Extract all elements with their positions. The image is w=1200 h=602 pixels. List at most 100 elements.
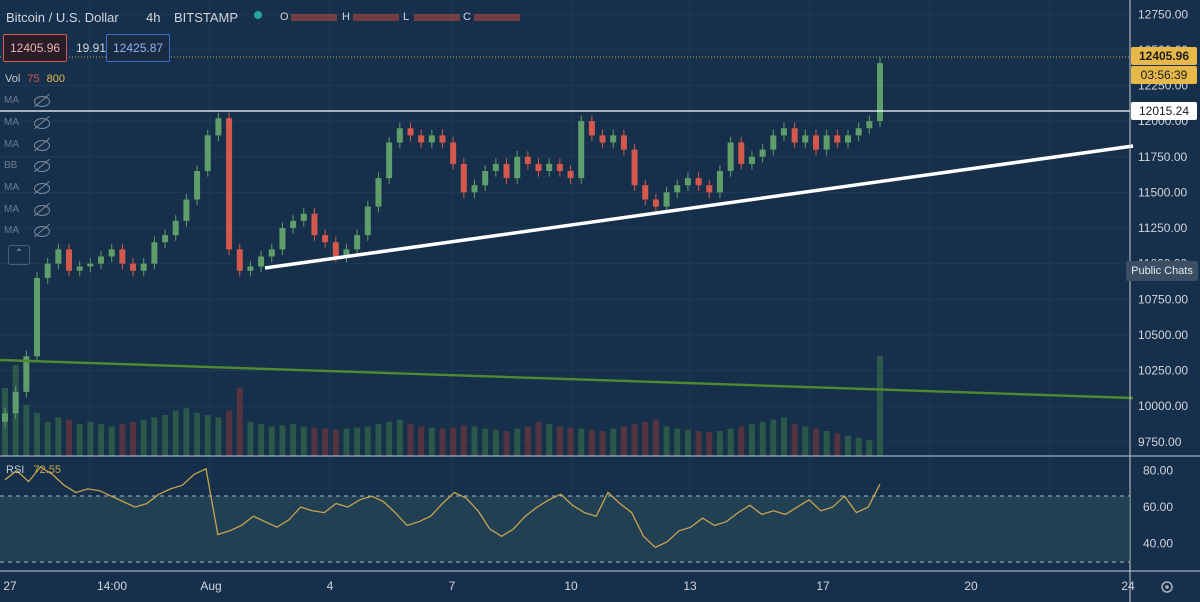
volume-bar	[98, 424, 105, 456]
sell-button[interactable]: 12405.96	[3, 34, 68, 62]
candle	[791, 122, 798, 149]
candle-body	[482, 171, 489, 186]
volume-bar	[311, 427, 318, 456]
candle-body	[354, 235, 361, 250]
candle-body	[716, 171, 723, 193]
candle-body	[450, 142, 457, 164]
candle-body	[279, 228, 286, 250]
candle	[524, 151, 531, 170]
time-axis[interactable]: 27 14:00 Aug 4 7 10 13 17 20 24	[3, 579, 1135, 593]
candle-body	[546, 163, 553, 171]
volume-bar	[322, 428, 329, 456]
volume-bar	[663, 426, 670, 456]
symbol-title[interactable]: Bitcoin / U.S. Dollar	[6, 10, 119, 25]
candle-body	[12, 391, 19, 414]
rsi-legend[interactable]: RSI 72.55	[6, 464, 61, 476]
support-trendline[interactable]	[264, 144, 1134, 270]
candle	[834, 129, 841, 149]
candle-body	[23, 356, 30, 392]
time-tick-label: 7	[449, 579, 456, 593]
candle-body	[226, 118, 233, 250]
candle-body	[386, 142, 393, 179]
volume-legend[interactable]: Vol 75 800	[5, 73, 65, 85]
candle-body	[396, 128, 403, 143]
candle	[695, 172, 702, 191]
candle-body	[428, 135, 435, 143]
hidden-eye-icon[interactable]	[34, 226, 50, 237]
candle-body	[652, 199, 659, 207]
candle	[759, 143, 766, 163]
rsi-band	[0, 496, 1130, 562]
volume-bar	[215, 417, 222, 456]
hidden-eye-icon[interactable]	[34, 118, 50, 129]
interval-label[interactable]: 4h	[146, 10, 161, 25]
rsi-axis[interactable]: 80.00 60.00 40.00	[1143, 464, 1173, 551]
candle	[748, 151, 755, 170]
price-tick-label: 11750.00	[1138, 150, 1187, 164]
indicator-ma-1[interactable]: MA	[4, 92, 50, 110]
ohlc-low-label: L	[403, 11, 410, 23]
candle-body	[855, 128, 862, 136]
hidden-eye-icon[interactable]	[34, 205, 50, 216]
candle-body	[877, 63, 883, 122]
volume-bar	[802, 426, 809, 456]
ohlc-close-label: C	[463, 11, 471, 23]
volume-bar	[866, 440, 873, 456]
long-trendline[interactable]	[0, 358, 1134, 400]
volume-bar	[877, 356, 883, 456]
price-tick-label: 10750.00	[1138, 292, 1188, 306]
volume-bar	[844, 435, 851, 456]
hidden-eye-icon[interactable]	[34, 183, 50, 194]
volume-bar	[610, 428, 617, 456]
candle-body	[300, 213, 307, 221]
candle-body	[375, 178, 382, 207]
candle	[471, 179, 478, 199]
candle	[492, 158, 499, 177]
hidden-eye-icon[interactable]	[34, 140, 50, 151]
level-price-label: 12015.24	[1131, 102, 1197, 120]
public-chats-chip[interactable]: Public Chats	[1126, 261, 1198, 281]
time-tick-label: 13	[683, 579, 697, 593]
volume-bar	[204, 415, 211, 456]
indicator-ma-6[interactable]: MA	[4, 222, 50, 240]
volume-bar	[716, 431, 723, 456]
candle	[258, 250, 265, 273]
ohlc-open-label: O	[280, 11, 289, 23]
indicator-ma-3[interactable]: MA	[4, 136, 50, 154]
volume-bar	[418, 426, 425, 456]
volume-label: Vol	[5, 73, 21, 85]
candle-body	[834, 135, 841, 143]
hidden-eye-icon[interactable]	[34, 161, 50, 172]
settings-gear-icon[interactable]	[1161, 581, 1173, 593]
volume-bar	[460, 425, 467, 456]
volume-bar	[268, 426, 275, 456]
volume-bar	[759, 421, 766, 456]
buy-button[interactable]: 12425.87	[106, 34, 171, 62]
rsi-value: 72.55	[33, 464, 61, 476]
candle	[172, 215, 179, 241]
candle	[780, 122, 787, 142]
candle	[268, 243, 275, 263]
indicator-bb[interactable]: BB	[4, 157, 50, 175]
candle	[428, 129, 435, 149]
candle	[546, 158, 553, 177]
indicator-ma-2[interactable]: MA	[4, 114, 50, 132]
candle-body	[151, 242, 158, 264]
candle	[12, 386, 19, 419]
collapse-chevron-icon[interactable]: ⌃	[8, 245, 30, 265]
indicator-ma-4[interactable]: MA	[4, 179, 50, 197]
candle-body	[268, 249, 275, 257]
candle-body	[578, 121, 585, 179]
volume-bar	[695, 431, 702, 456]
price-axis[interactable]: 12750.0012500.0012250.0012000.0011750.00…	[1138, 7, 1188, 449]
candle	[87, 257, 94, 273]
candle-body	[866, 121, 873, 129]
candle-body	[322, 235, 329, 243]
indicator-ma-5[interactable]: MA	[4, 201, 50, 219]
candle-body	[706, 185, 713, 193]
price-tick-label: 11500.00	[1138, 185, 1187, 199]
volume-bar	[482, 428, 489, 456]
candle-body	[599, 135, 606, 143]
hidden-eye-icon[interactable]	[34, 96, 50, 107]
